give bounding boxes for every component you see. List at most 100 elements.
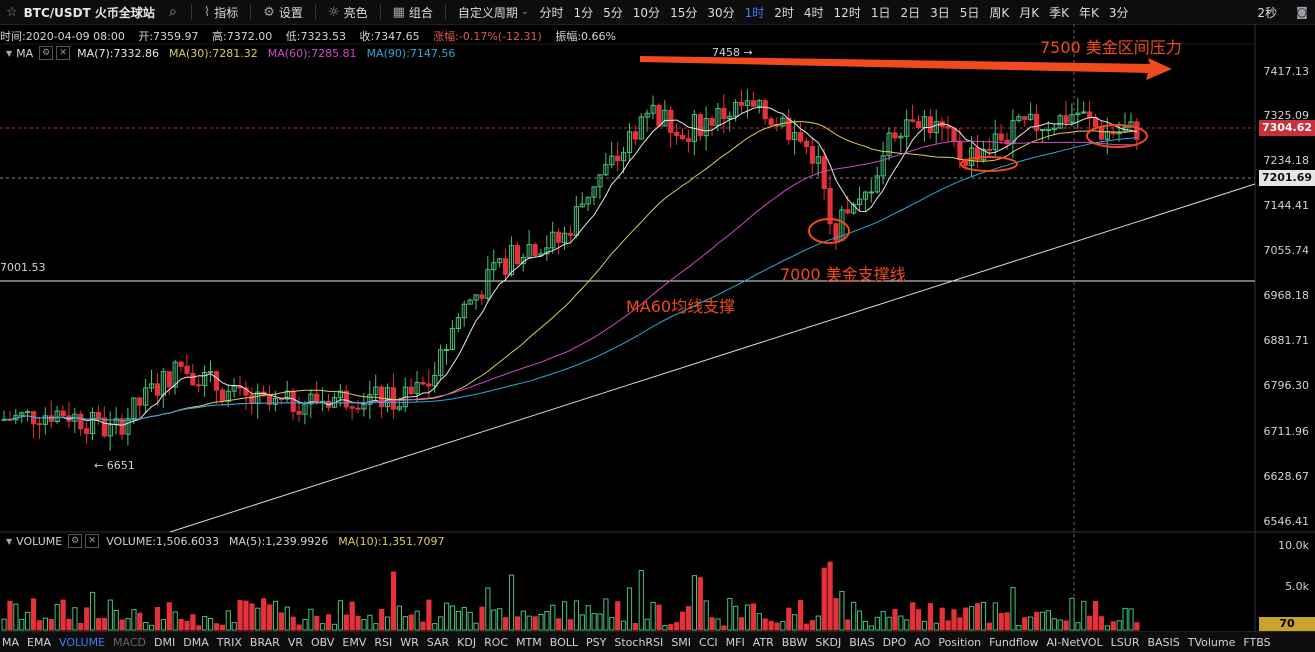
indicator-tab[interactable]: MACD <box>113 635 147 649</box>
top-toolbar: ☆ BTC/USDT 火币全球站 ⌕ ⌇ 指标 ⚙ 设置 ☼ 亮色 ▦ 组合 自定义周期 ⌄ … <box>0 0 1315 25</box>
indicator-tab[interactable]: TRIX <box>216 635 242 649</box>
period-tab[interactable]: 周K <box>989 5 1010 20</box>
period-tab[interactable]: 分时 <box>539 5 564 20</box>
indicator-tab[interactable]: OBV <box>311 635 335 649</box>
indicator-tab[interactable]: CCI <box>699 635 718 649</box>
candle <box>31 411 37 425</box>
candle <box>95 411 102 419</box>
volume-bar <box>485 587 491 631</box>
period-tab[interactable]: 15分 <box>670 5 698 20</box>
volume-bar <box>780 620 786 631</box>
candle <box>261 391 267 397</box>
custom-period-button[interactable]: 自定义周期 ⌄ <box>452 4 535 21</box>
toolbar-divider <box>314 4 316 20</box>
indicator-tab[interactable]: StochRSI <box>614 635 664 649</box>
indicator-tab[interactable]: PSY <box>586 635 607 649</box>
period-tab[interactable]: 3日 <box>930 5 950 20</box>
period-tab[interactable]: 3分 <box>1108 5 1129 20</box>
period-tab[interactable]: 5日 <box>959 5 980 20</box>
indicator-tab[interactable]: BOLL <box>549 635 579 649</box>
indicator-tab[interactable]: DMI <box>154 635 176 649</box>
indicator-tab[interactable]: KDJ <box>457 635 477 649</box>
indicator-tab[interactable]: AI-NetVOL <box>1046 635 1103 649</box>
volume-bar <box>1045 610 1052 631</box>
indicator-tab[interactable]: ATR <box>752 635 774 649</box>
indicator-tab[interactable]: MFI <box>725 635 745 649</box>
indicator-tab[interactable]: Position <box>938 635 982 649</box>
period-tab[interactable]: 10分 <box>632 5 661 20</box>
indicators-button[interactable]: ⌇ 指标 <box>198 4 244 21</box>
indicator-tab[interactable]: SAR <box>426 635 450 649</box>
settings-button[interactable]: ⚙ 设置 <box>257 4 309 21</box>
ma7-value: MA(7):7332.86 <box>77 46 159 60</box>
indicator-tab[interactable]: BIAS <box>849 635 875 649</box>
indicators-label: 指标 <box>214 5 239 20</box>
indicator-tab[interactable]: ROC <box>484 635 509 649</box>
candle <box>857 198 863 205</box>
period-tab[interactable]: 4时 <box>803 5 824 20</box>
indicator-tab[interactable]: EMA <box>27 635 51 649</box>
indicator-tab[interactable]: VR <box>287 635 303 649</box>
symbol-selector[interactable]: ☆ BTC/USDT 火币全球站 <box>0 4 161 21</box>
indicator-tab[interactable]: TVolume <box>1187 635 1236 649</box>
volume-bar <box>1069 597 1075 631</box>
period-tab[interactable]: 12时 <box>833 5 861 20</box>
ohlc-low: 低:7323.53 <box>285 30 346 43</box>
indicator-tab[interactable]: BASIS <box>1147 635 1180 649</box>
candle <box>1028 113 1034 120</box>
period-tab[interactable]: 5分 <box>603 5 623 20</box>
indicator-tab[interactable]: MA <box>2 635 20 649</box>
combo-button[interactable]: ▦ 组合 <box>387 4 439 21</box>
indicator-tab[interactable]: SKDJ <box>815 635 842 649</box>
search-icon[interactable]: ⌕ <box>168 4 177 20</box>
period-tab[interactable]: 30分 <box>707 5 735 20</box>
candle <box>172 361 178 388</box>
period-tab[interactable]: 2时 <box>774 5 794 20</box>
candle <box>1116 131 1122 135</box>
candle <box>1098 126 1105 140</box>
camera-icon[interactable]: ◙ <box>1296 5 1308 19</box>
indicator-tab[interactable]: DMA <box>183 635 209 649</box>
period-tab[interactable]: 1分 <box>573 5 594 20</box>
indicator-tab[interactable]: BRAR <box>249 635 280 649</box>
candle <box>508 245 515 276</box>
indicator-tab[interactable]: MTM <box>516 635 542 649</box>
star-icon[interactable]: ☆ <box>6 4 18 20</box>
indicator-tab[interactable]: VOLUME <box>58 635 106 649</box>
candle <box>544 247 550 255</box>
volume-bar <box>680 611 686 631</box>
theme-button[interactable]: ☼ 亮色 <box>322 4 374 21</box>
period-tab[interactable]: 2日 <box>900 5 921 20</box>
indicator-tab[interactable]: AO <box>914 635 931 649</box>
close-icon[interactable]: ✕ <box>56 46 71 60</box>
period-tab[interactable]: 年K <box>1079 5 1099 20</box>
period-tab[interactable]: 1时 <box>744 5 765 20</box>
indicator-tab[interactable]: LSUR <box>1110 635 1140 649</box>
period-tab[interactable]: 1日 <box>870 5 891 20</box>
collapse-triangle-icon[interactable]: ▼ <box>6 48 13 58</box>
collapse-triangle-icon[interactable]: ▼ <box>6 536 13 546</box>
indicator-tab[interactable]: FTBS <box>1243 635 1271 649</box>
volume-bar <box>219 624 226 631</box>
period-tab[interactable]: 季K <box>1049 5 1070 20</box>
volume-bar <box>862 621 869 631</box>
close-icon[interactable]: ✕ <box>85 534 100 548</box>
indicator-tab[interactable]: RSI <box>374 635 393 649</box>
ohlc-change: 涨幅:-0.17%(-12.31) <box>433 30 542 43</box>
indicator-tab[interactable]: SMI <box>671 635 692 649</box>
candle <box>514 245 520 265</box>
indicator-tab[interactable]: Fundflow <box>989 635 1039 649</box>
indicator-tab[interactable]: WR <box>400 635 419 649</box>
settings-box-icon[interactable]: ⚙ <box>39 46 54 60</box>
volume-bar <box>95 618 102 631</box>
indicator-tab[interactable]: DPO <box>882 635 907 649</box>
candle <box>1051 127 1057 131</box>
settings-box-icon[interactable]: ⚙ <box>68 534 83 548</box>
ma60-annotation: MA60均线支撑 <box>626 297 736 316</box>
indicator-tab[interactable]: EMV <box>342 635 367 649</box>
volume-bar <box>562 601 568 631</box>
period-tab[interactable]: 月K <box>1019 5 1040 20</box>
volume-bar <box>202 616 208 631</box>
indicator-tab[interactable]: BBW <box>781 635 808 649</box>
